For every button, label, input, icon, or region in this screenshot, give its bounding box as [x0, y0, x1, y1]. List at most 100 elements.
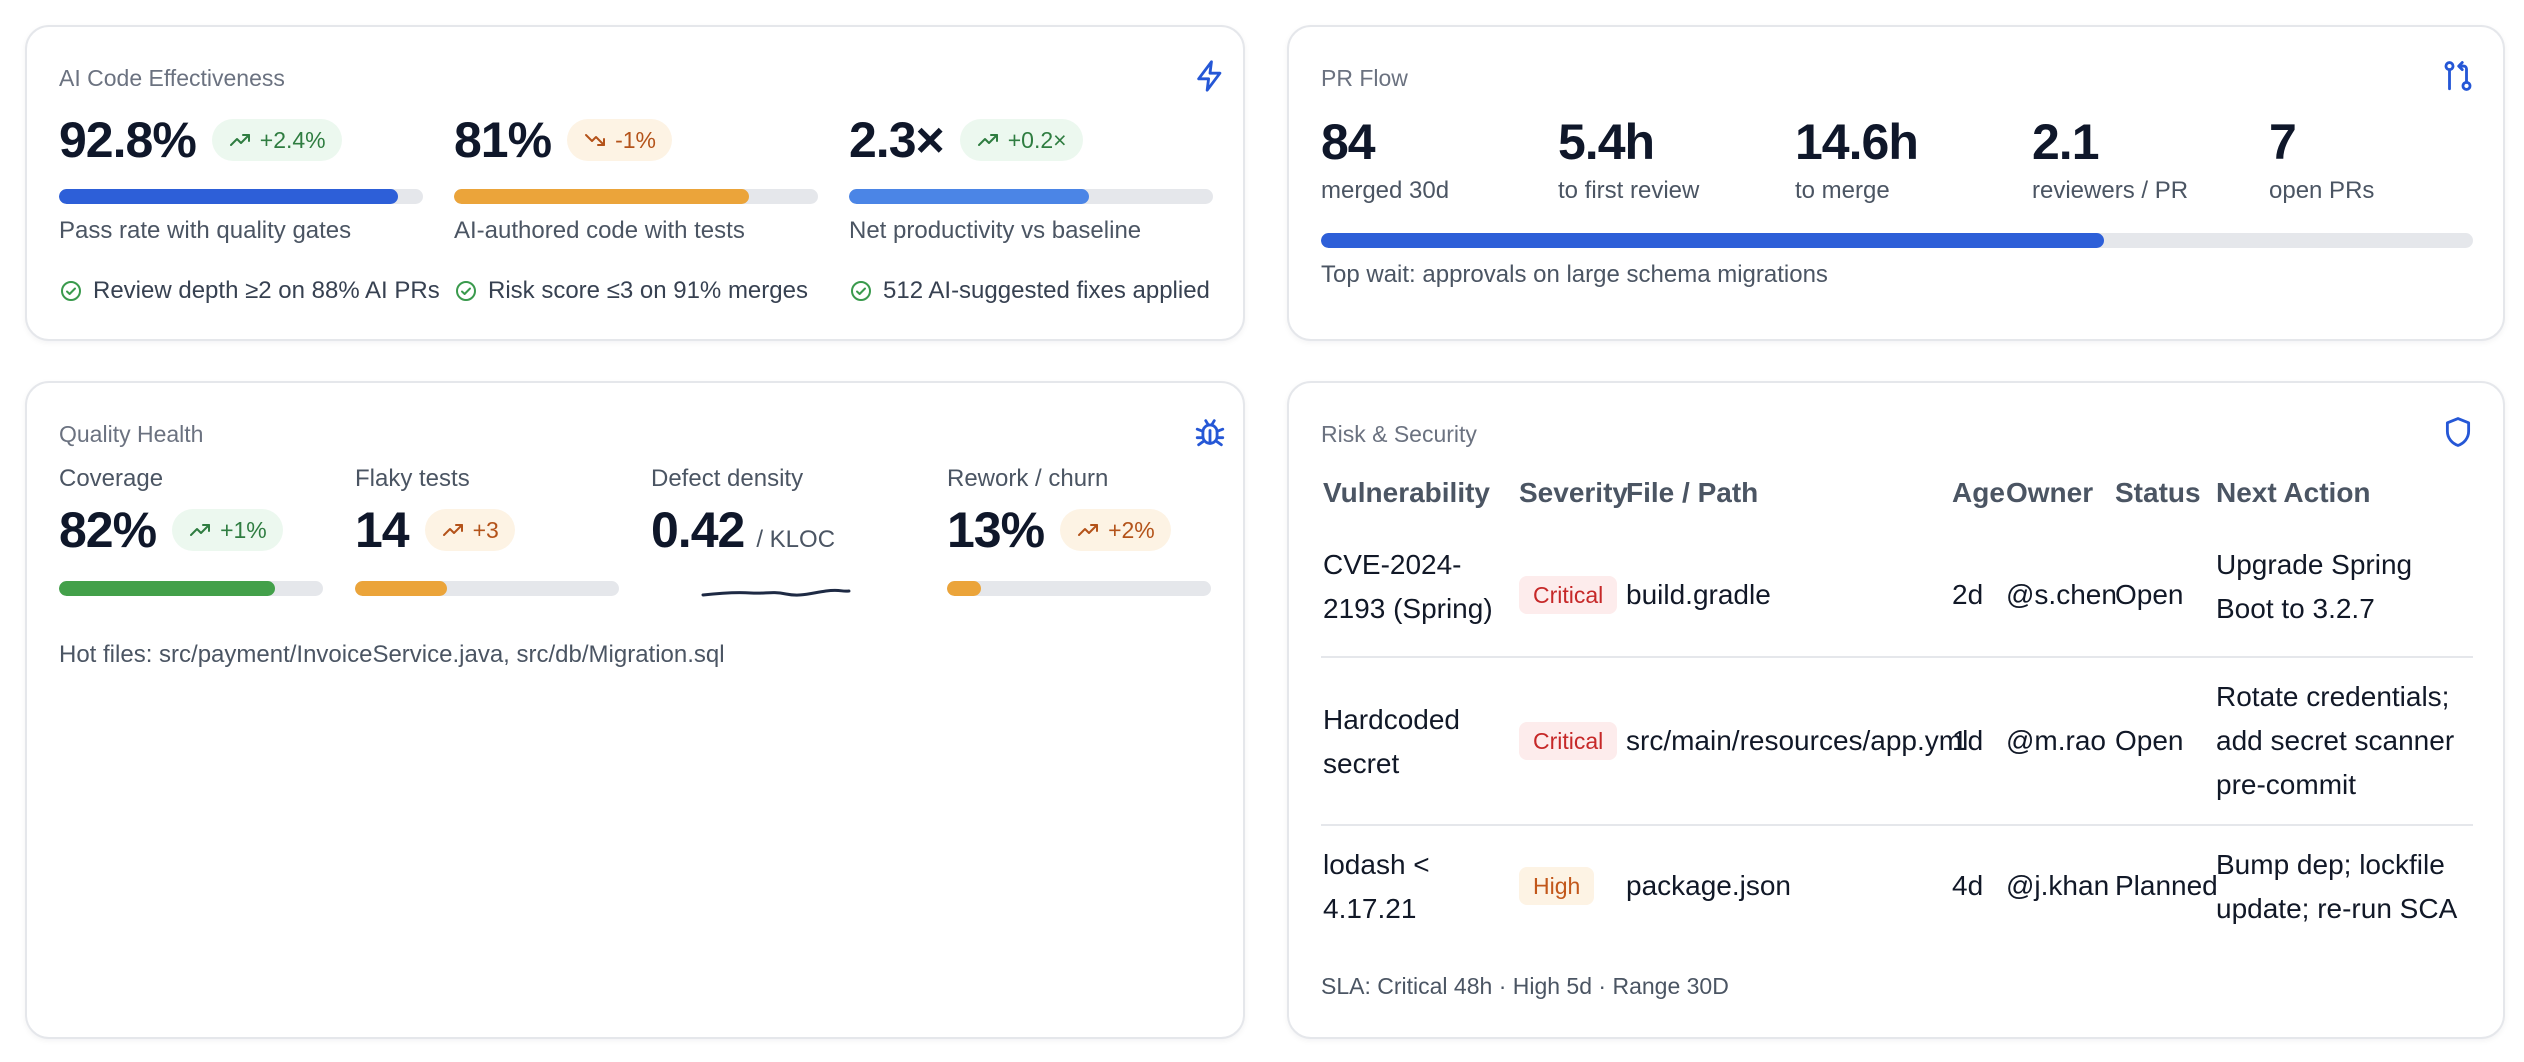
quality-health-card: Quality Health Coverage 82% +1% Flaky te…	[25, 381, 1245, 1039]
metric-label: Net productivity vs baseline	[849, 217, 1142, 244]
stat-label: open PRs	[2269, 177, 2375, 204]
owner-cell: @m.rao	[2006, 725, 2106, 756]
next-action-cell: Upgrade Spring Boot to 3.2.7	[2216, 549, 2413, 624]
progress-fill	[849, 189, 1090, 204]
check-item: Review depth ≥2 on 88% AI PRs	[59, 277, 440, 305]
stat-value: 7	[2269, 114, 2297, 170]
metric-label: Rework / churn	[947, 465, 1109, 492]
metric-label: AI-authored code with tests	[454, 217, 745, 244]
stat-label: merged 30d	[1321, 177, 1450, 204]
age-cell: 2d	[1952, 579, 1984, 610]
progress-bar	[454, 189, 818, 204]
stat-label: to merge	[1795, 177, 1890, 204]
progress-fill	[355, 581, 448, 596]
ai-code-effectiveness-card: AI Code Effectiveness 92.8% +2.4% Pass r…	[25, 25, 1245, 341]
vulnerability-cell: Hardcoded secret	[1323, 704, 1460, 779]
owner-cell: @j.khan	[2006, 870, 2110, 901]
metric-value: 2.3×	[849, 112, 945, 168]
metric-value: 0.42	[651, 502, 745, 558]
metric-label: Defect density	[651, 465, 804, 492]
stat-value: 14.6h	[1795, 114, 1919, 170]
severity-badge: Critical	[1519, 722, 1618, 760]
column-header-file[interactable]: File / Path	[1626, 477, 1759, 508]
flaky-tests-bar	[355, 581, 619, 596]
review-progress-bar	[1321, 233, 2473, 248]
age-cell: 4d	[1952, 870, 1984, 901]
next-action-cell: Bump dep; lockfile update; re-run SCA	[2216, 849, 2458, 924]
trending-up-icon	[1078, 524, 1099, 536]
severity-badge: Critical	[1519, 576, 1618, 614]
status-cell: Open	[2115, 725, 2184, 756]
age-cell: 1d	[1952, 725, 1984, 756]
file-cell: src/main/resources/app.yml	[1626, 725, 1969, 756]
stat-label: reviewers / PR	[2032, 177, 2189, 204]
bug-icon[interactable]	[1193, 415, 1227, 449]
metric-value: 13%	[947, 502, 1045, 558]
owner-cell: @s.chen	[2006, 579, 2117, 610]
delta-text: +2%	[1108, 516, 1155, 543]
progress-fill	[59, 189, 398, 204]
delta-badge: +2.4%	[211, 119, 342, 161]
card-title: AI Code Effectiveness	[59, 65, 285, 91]
metric-value: 92.8%	[59, 112, 197, 168]
vulnerability-cell: lodash < 4.17.21	[1323, 849, 1430, 924]
pr-flow-card: PR Flow 84 merged 30d 5.4h to first revi…	[1287, 25, 2505, 341]
column-header-next-action[interactable]: Next Action	[2216, 477, 2371, 508]
column-header-severity[interactable]: Severity	[1519, 477, 1628, 508]
progress-fill	[59, 581, 276, 596]
metric-label: Pass rate with quality gates	[59, 217, 352, 244]
delta-badge: +1%	[172, 509, 283, 551]
defect-density-sparkline	[701, 588, 851, 597]
delta-badge: +0.2×	[959, 119, 1083, 161]
rework-bar	[947, 581, 1211, 596]
check-item: 512 AI-suggested fixes applied	[849, 277, 1210, 305]
column-header-age[interactable]: Age	[1952, 477, 2005, 508]
git-pull-request-icon[interactable]	[2441, 59, 2475, 93]
lightning-icon[interactable]	[1193, 59, 1227, 93]
delta-text: -1%	[615, 126, 656, 153]
delta-text: +1%	[220, 516, 267, 543]
card-title: Risk & Security	[1321, 421, 1477, 447]
metric-label: Coverage	[59, 465, 164, 492]
trending-up-icon	[229, 134, 250, 146]
table-row[interactable]: CVE-2024-2193 (Spring) Critical build.gr…	[1321, 533, 2473, 658]
check-text: 512 AI-suggested fixes applied	[883, 277, 1210, 304]
delta-badge: +3	[424, 509, 515, 551]
check-circle-icon	[851, 281, 871, 301]
top-wait-note: Top wait: approvals on large schema migr…	[1321, 261, 1828, 288]
next-action-cell: Rotate credentials; add secret scanner p…	[2216, 681, 2455, 800]
card-title: PR Flow	[1321, 65, 1408, 91]
shield-icon[interactable]	[2441, 415, 2475, 449]
table-row[interactable]: lodash < 4.17.21 High package.json 4d @j…	[1321, 828, 2473, 953]
metric-value: 82%	[59, 502, 157, 558]
trending-up-icon	[977, 134, 998, 146]
column-header-status[interactable]: Status	[2115, 477, 2201, 508]
delta-text: +0.2×	[1007, 126, 1067, 153]
check-item: Risk score ≤3 on 91% merges	[454, 277, 808, 305]
status-cell: Planned	[2115, 870, 2218, 901]
metric-value: 81%	[454, 112, 552, 168]
trending-up-icon	[190, 524, 211, 536]
hot-files-note: Hot files: src/payment/InvoiceService.ja…	[59, 641, 725, 668]
risk-security-card: Risk & Security Vulnerability Severity F…	[1287, 381, 2505, 1039]
check-circle-icon	[456, 281, 476, 301]
column-header-owner[interactable]: Owner	[2006, 477, 2094, 508]
coverage-bar	[59, 581, 323, 596]
stat-value: 2.1	[2032, 114, 2100, 170]
delta-badge: -1%	[567, 119, 672, 161]
table-row[interactable]: Hardcoded secret Critical src/main/resou…	[1321, 660, 2473, 826]
progress-fill	[1321, 233, 2105, 248]
stat-label: to first review	[1558, 177, 1700, 204]
check-circle-icon	[61, 281, 81, 301]
severity-badge: High	[1519, 867, 1595, 905]
card-title: Quality Health	[59, 421, 204, 447]
column-header-vulnerability[interactable]: Vulnerability	[1323, 477, 1491, 508]
metric-label: Flaky tests	[355, 465, 470, 492]
check-text: Risk score ≤3 on 91% merges	[488, 277, 808, 304]
delta-text: +2.4%	[259, 126, 326, 153]
metric-unit: / KLOC	[756, 526, 836, 553]
metric-value: 14	[355, 502, 410, 558]
stat-value: 84	[1321, 114, 1376, 170]
trending-up-icon	[442, 524, 463, 536]
stat-value: 5.4h	[1558, 114, 1655, 170]
